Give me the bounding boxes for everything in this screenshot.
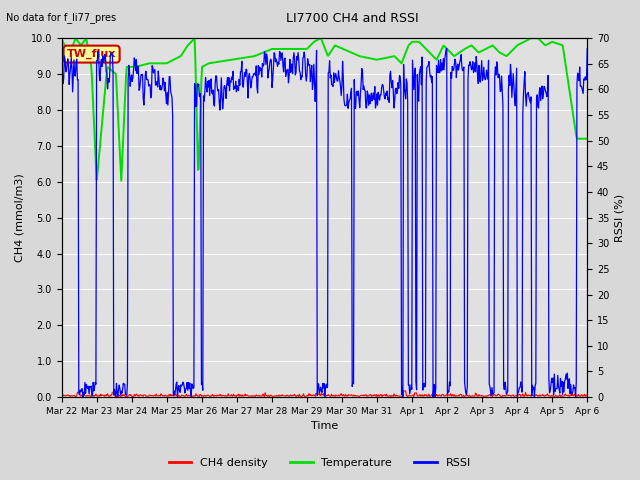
Y-axis label: CH4 (mmol/m3): CH4 (mmol/m3) [15,173,25,262]
X-axis label: Time: Time [311,421,338,432]
Text: TW_flux: TW_flux [67,49,116,59]
Legend: CH4 density, Temperature, RSSI: CH4 density, Temperature, RSSI [164,453,476,472]
Text: No data for f_li77_pres: No data for f_li77_pres [6,12,116,23]
Y-axis label: RSSI (%): RSSI (%) [615,193,625,242]
Text: LI7700 CH4 and RSSI: LI7700 CH4 and RSSI [285,12,419,25]
